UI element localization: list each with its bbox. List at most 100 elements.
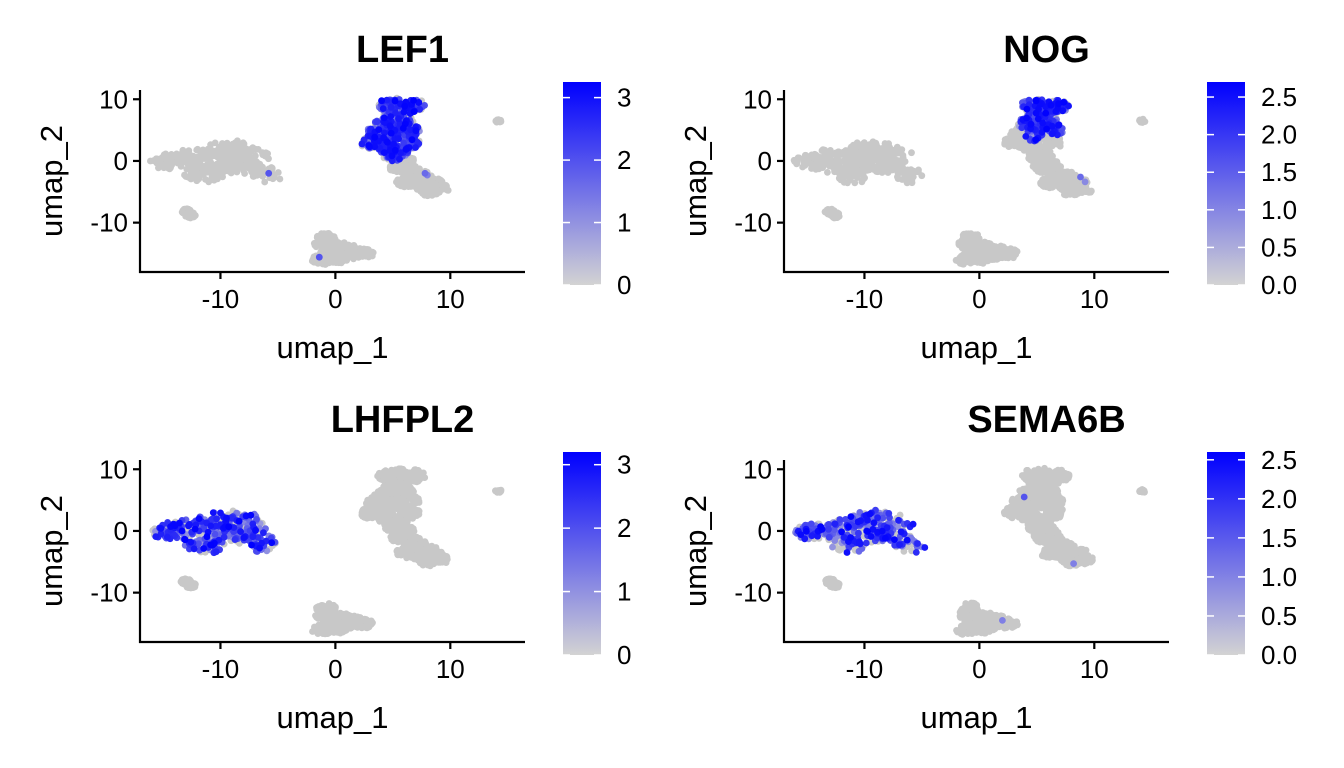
chart-title: LEF1 (356, 29, 449, 71)
cell-point (908, 179, 916, 187)
cell-point (385, 476, 393, 483)
expressing-cell-point (1047, 101, 1055, 109)
expressing-cell-point (410, 97, 417, 104)
expressing-cell-point (373, 118, 381, 126)
cell-point (238, 163, 246, 171)
cell-point (407, 476, 415, 484)
cell-point (326, 232, 333, 240)
cell-point (388, 488, 395, 496)
expressing-cell-point (386, 122, 394, 130)
expressing-cell-point (1049, 130, 1056, 138)
cell-point (837, 176, 845, 184)
cell-point (362, 250, 370, 258)
chart-title: LHFPL2 (331, 399, 475, 441)
colorbar (563, 82, 601, 285)
cell-point (227, 151, 235, 159)
cell-point (433, 188, 441, 196)
expressing-cell-point (395, 115, 402, 123)
cell-point (215, 160, 222, 168)
x-tick-label: 0 (972, 284, 986, 314)
cell-point (405, 469, 413, 477)
cell-point (841, 151, 848, 159)
expressing-cell-point (400, 108, 408, 116)
y-tick-label: -10 (734, 208, 772, 238)
cell-point (818, 159, 826, 166)
cell-point (410, 156, 417, 164)
expressing-cell-point (1043, 125, 1050, 133)
expressing-cell-point (421, 169, 429, 177)
cell-point (894, 163, 902, 171)
cell-point (404, 170, 412, 178)
expressing-cell-point (412, 144, 419, 151)
expressing-cell-point (1023, 114, 1030, 122)
x-tick-label: -10 (202, 284, 240, 314)
cell-point (269, 175, 277, 183)
expressing-cell-point (1077, 173, 1084, 181)
cell-point (252, 159, 260, 166)
cell-point (1060, 174, 1068, 182)
y-tick-label: 0 (758, 146, 772, 176)
expressing-cell-point (412, 127, 420, 135)
expressing-cell-point (358, 140, 366, 148)
cell-point (960, 231, 968, 238)
cell-point (963, 254, 971, 262)
chart-title: NOG (1003, 29, 1090, 71)
x-tick-label: 10 (436, 284, 465, 314)
cell-point (833, 150, 841, 157)
cell-point (419, 186, 427, 194)
colorbar-tick-label: 2.0 (1261, 120, 1297, 150)
expressing-cell-point (395, 135, 402, 143)
colorbar-tick-label: 1.0 (1261, 195, 1297, 225)
cell-point (194, 169, 201, 177)
cell-point (376, 471, 384, 479)
cell-point (426, 190, 434, 198)
y-axis-label: umap_2 (34, 125, 69, 237)
cell-point (160, 151, 168, 159)
cell-point (197, 153, 205, 161)
cell-point (1025, 150, 1033, 158)
expressing-cell-point (387, 104, 395, 111)
colorbar-tick-label: 0.0 (1261, 270, 1297, 300)
cell-point (801, 154, 808, 162)
cell-point (395, 166, 403, 174)
cell-point (918, 172, 926, 180)
cell-point (443, 186, 451, 194)
expressing-cell-point (390, 140, 397, 148)
cell-point (908, 149, 915, 157)
cell-point (381, 485, 388, 493)
cell-point (182, 210, 190, 218)
expressing-cell-point (387, 129, 395, 137)
cell-point (886, 148, 893, 156)
expressing-cell-point (1027, 120, 1035, 128)
cell-point (1087, 188, 1094, 196)
expressing-cell-point (1023, 105, 1031, 113)
cell-point (387, 166, 395, 174)
cell-point (391, 478, 399, 486)
cell-point (1042, 158, 1050, 166)
cell-point (168, 151, 175, 158)
cell-point (994, 247, 1002, 255)
panel-nog: NOG-10 0 10-10010umap_1umap_20.00.51.01.52… (678, 29, 1297, 365)
cell-point (902, 171, 910, 178)
colorbar-tick-label: 3 (617, 83, 631, 113)
cell-point (793, 159, 801, 167)
expressing-cell-point (380, 114, 388, 122)
cell-point (194, 145, 202, 153)
cell-point (184, 173, 192, 181)
cell-point (324, 238, 331, 246)
y-tick-label: 10 (743, 84, 772, 114)
cell-point (974, 256, 982, 264)
cell-point (312, 240, 320, 248)
expressing-cell-point (380, 149, 388, 157)
colorbar-tick-label: 0.5 (1261, 232, 1297, 262)
cell-point (493, 118, 500, 126)
cell-point (419, 474, 427, 481)
cell-point (248, 168, 255, 176)
expressing-cell-point (1042, 109, 1050, 117)
expressing-cell-point (401, 102, 409, 110)
cell-point (219, 155, 227, 163)
expressing-cell-point (378, 97, 385, 105)
cell-point (274, 169, 282, 176)
